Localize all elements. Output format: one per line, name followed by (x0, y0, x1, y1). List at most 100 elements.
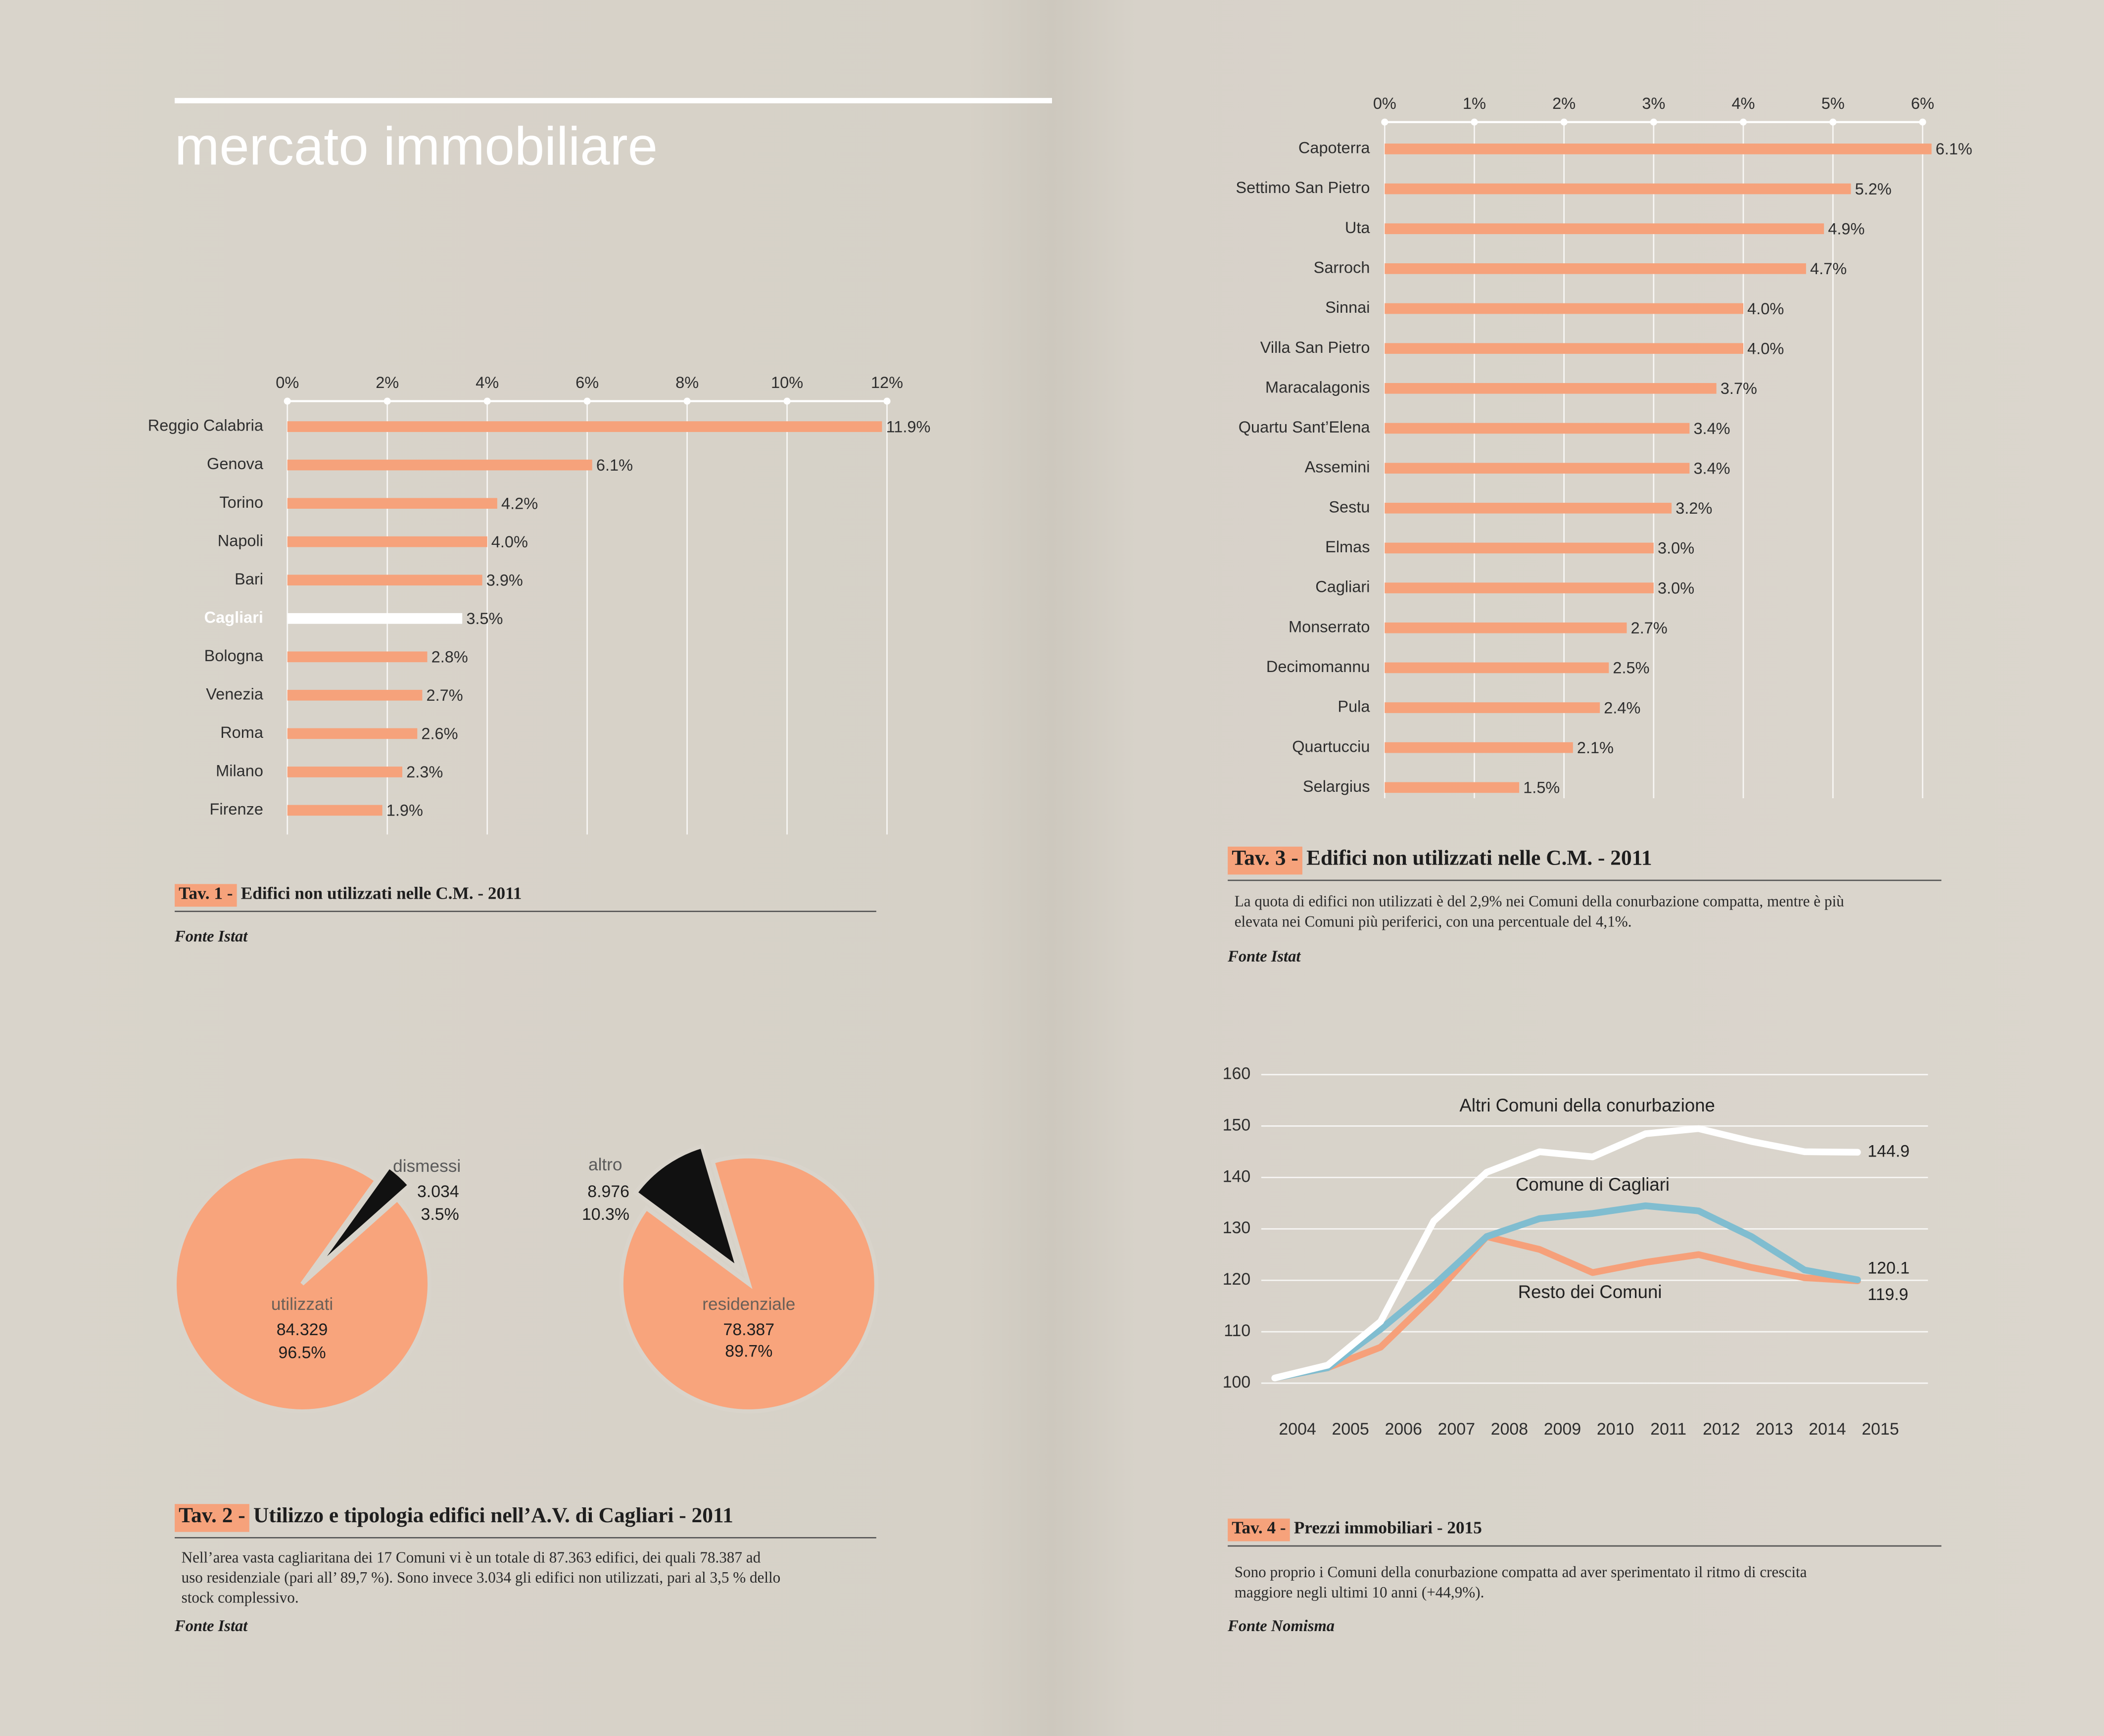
bar (287, 459, 592, 471)
value-label: 4.0% (1747, 300, 1784, 318)
value-label: 2.5% (1613, 659, 1649, 677)
category-label: Napoli (218, 531, 263, 549)
category-label: Reggio Calabria (148, 417, 264, 434)
value-label: 2.6% (421, 725, 458, 743)
x-tick-label: 2010 (1597, 1420, 1634, 1439)
pie-slice (313, 1163, 413, 1272)
value-label: 2.1% (1577, 739, 1614, 757)
category-label: Elmas (1325, 538, 1370, 556)
bar (287, 575, 482, 586)
value-label: 2.7% (1631, 619, 1668, 637)
value-label: 2.7% (427, 686, 463, 704)
x-tick-label: 10% (771, 374, 803, 391)
caption-note: Sono proprio i Comuni della conurbazione… (1235, 1563, 1807, 1581)
category-label: Monserrato (1289, 618, 1370, 635)
tick-mark (1650, 118, 1657, 126)
value-label: 4.0% (491, 533, 528, 551)
slice-count: 84.329 (277, 1320, 328, 1339)
x-tick-label: 4% (476, 374, 499, 391)
bar (287, 805, 383, 816)
tick-mark (1560, 118, 1568, 126)
caption-tag-bg (175, 884, 237, 907)
value-label: 3.4% (1693, 459, 1730, 477)
category-label: Assemini (1305, 458, 1370, 476)
bar (1385, 702, 1600, 713)
category-label: Maracalagonis (1265, 378, 1370, 396)
x-tick-label: 2% (376, 374, 399, 391)
end-value-label: 119.9 (1867, 1285, 1908, 1304)
category-label: Quartu Sant’Elena (1239, 418, 1371, 436)
slice-label: utilizzati (271, 1295, 333, 1314)
value-label: 5.2% (1855, 180, 1892, 198)
category-label: Cagliari (1315, 578, 1370, 596)
bar (287, 536, 487, 547)
bar (1385, 383, 1717, 394)
category-label: Sinnai (1325, 298, 1370, 316)
category-label: Bari (235, 570, 263, 588)
bar (1385, 542, 1654, 554)
category-label: Firenze (210, 800, 263, 818)
series-line (1271, 1233, 1861, 1382)
tick-mark (483, 397, 491, 405)
value-label: 4.9% (1828, 220, 1865, 238)
bar (287, 613, 463, 624)
category-label: Pula (1338, 698, 1370, 716)
x-tick-label: 12% (871, 374, 903, 391)
slice-label: residenziale (702, 1295, 795, 1314)
category-label: Quartucciu (1292, 737, 1370, 755)
value-label: 6.1% (596, 456, 633, 474)
caption-note: Nell’area vasta cagliaritana dei 17 Comu… (182, 1548, 761, 1566)
end-value-label: 120.1 (1867, 1258, 1910, 1277)
bar (1385, 144, 1932, 154)
caption-note: elevata nei Comuni più periferici, con u… (1235, 913, 1632, 930)
category-label: Villa San Pietro (1260, 338, 1370, 356)
category-label: Torino (219, 493, 263, 511)
x-tick-label: 1% (1463, 95, 1486, 112)
tick-mark (383, 397, 391, 405)
bar (1385, 582, 1654, 593)
x-tick-label: 6% (1911, 95, 1934, 112)
bar (287, 728, 418, 739)
caption-note: uso residenziale (pari all’ 89,7 %). Son… (182, 1569, 781, 1586)
category-label: Selargius (1303, 777, 1370, 795)
value-label: 4.2% (501, 494, 538, 512)
slice-value: 96.5% (279, 1343, 326, 1362)
caption-tag: Tav. 4 - (1232, 1518, 1286, 1538)
y-tick-label: 130 (1223, 1218, 1251, 1237)
category-label: Sestu (1329, 498, 1370, 516)
end-value-label: 144.9 (1867, 1142, 1910, 1160)
value-label: 4.7% (1810, 260, 1847, 278)
caption-source: Fonte Istat (174, 927, 248, 945)
y-tick-label: 110 (1224, 1321, 1250, 1340)
bar (1385, 662, 1609, 674)
value-label: 3.7% (1721, 380, 1757, 397)
value-label: 3.9% (486, 572, 523, 589)
x-tick-label: 2004 (1279, 1420, 1316, 1439)
caption-source: Fonte Istat (1227, 948, 1301, 965)
category-label: Cagliari (204, 608, 263, 626)
caption-note: maggiore negli ultimi 10 anni (+44,9%). (1235, 1584, 1484, 1601)
value-label: 3.2% (1675, 499, 1712, 517)
bar (1385, 502, 1672, 514)
tick-mark (1919, 118, 1926, 126)
bar (1385, 742, 1573, 753)
tick-mark (783, 397, 791, 405)
caption-title: Edifici non utilizzati nelle C.M. - 2011 (241, 883, 522, 903)
tick-mark (284, 397, 291, 405)
x-tick-label: 2005 (1332, 1420, 1369, 1439)
pie-slice (619, 1154, 878, 1413)
tick-mark (1381, 118, 1388, 126)
value-label: 11.9% (886, 418, 931, 435)
x-tick-label: 2006 (1385, 1420, 1422, 1439)
x-tick-label: 2007 (1438, 1420, 1475, 1439)
slice-count: 8.976 (587, 1182, 629, 1201)
caption-title: Utilizzo e tipologia edifici nell’A.V. d… (253, 1503, 733, 1527)
bar (1385, 423, 1690, 434)
caption-source: Fonte Istat (174, 1617, 248, 1635)
x-tick-label: 2013 (1756, 1420, 1793, 1439)
x-tick-label: 2015 (1862, 1420, 1899, 1439)
x-tick-label: 5% (1821, 95, 1845, 112)
category-label: Capoterra (1298, 139, 1371, 157)
page-title: mercato immobiliare (175, 116, 658, 176)
